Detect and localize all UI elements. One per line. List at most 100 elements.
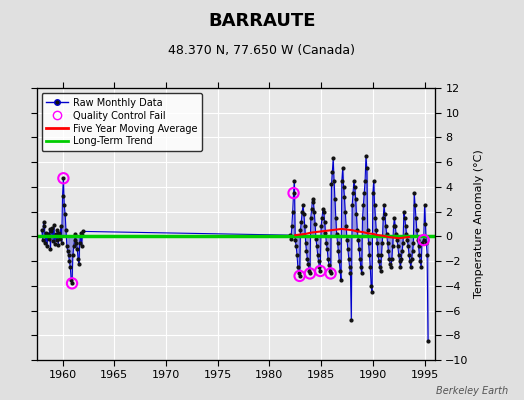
Point [381, 223, 390, 230]
Point [58, 239, 66, 246]
Point [293, 264, 302, 270]
Point [294, 270, 303, 277]
Point [352, 196, 360, 202]
Point [328, 181, 336, 188]
Point [308, 196, 316, 202]
Point [287, 236, 295, 242]
Point [330, 178, 339, 184]
Point [371, 215, 379, 221]
Point [411, 202, 419, 209]
Point [374, 252, 382, 258]
Point [359, 202, 367, 209]
Point [367, 283, 375, 289]
Point [399, 239, 407, 246]
Point [408, 248, 417, 254]
Point [392, 231, 400, 237]
Point [366, 264, 375, 270]
Point [347, 317, 355, 324]
Point [422, 239, 431, 246]
Point [291, 237, 300, 243]
Point [420, 237, 428, 243]
Point [75, 260, 83, 267]
Point [401, 223, 410, 230]
Point [410, 190, 419, 196]
Point [325, 262, 333, 268]
Point [72, 239, 81, 246]
Point [292, 243, 300, 250]
Point [325, 268, 334, 274]
Point [296, 273, 304, 279]
Point [335, 258, 343, 264]
Point [412, 215, 420, 221]
Point [412, 227, 421, 233]
Point [57, 223, 65, 230]
Point [417, 264, 425, 270]
Text: Berkeley Earth: Berkeley Earth [436, 386, 508, 396]
Point [45, 236, 53, 242]
Point [51, 240, 59, 247]
Point [372, 227, 380, 233]
Point [415, 252, 423, 258]
Point [356, 256, 364, 262]
Point [46, 226, 54, 232]
Point [320, 218, 329, 225]
Point [49, 238, 57, 244]
Point [326, 270, 335, 277]
Point [391, 223, 399, 230]
Point [318, 215, 326, 221]
Point [388, 243, 397, 250]
Point [381, 211, 389, 217]
Point [384, 239, 392, 246]
Point [337, 276, 345, 283]
Point [345, 256, 353, 262]
Point [316, 268, 324, 274]
Point [38, 227, 46, 233]
Point [62, 227, 70, 233]
Point [305, 270, 314, 277]
Point [361, 178, 369, 184]
Point [50, 222, 58, 228]
Point [403, 237, 411, 243]
Point [342, 223, 351, 230]
Point [331, 196, 339, 202]
Point [70, 237, 79, 243]
Point [376, 268, 385, 274]
Point [358, 215, 367, 221]
Point [289, 208, 297, 215]
Point [63, 248, 72, 254]
Point [320, 208, 328, 215]
Point [384, 248, 392, 254]
Point [321, 230, 330, 236]
Point [77, 230, 85, 236]
Point [333, 239, 342, 246]
Text: 48.370 N, 77.650 W (Canada): 48.370 N, 77.650 W (Canada) [169, 44, 355, 57]
Point [290, 178, 299, 184]
Point [300, 211, 308, 217]
Point [400, 215, 409, 221]
Point [376, 264, 384, 270]
Point [363, 165, 371, 172]
Point [332, 231, 341, 237]
Point [340, 184, 348, 190]
Point [296, 273, 304, 279]
Point [52, 237, 61, 243]
Point [46, 246, 54, 252]
Point [41, 239, 49, 246]
Point [304, 260, 312, 267]
Point [379, 215, 387, 221]
Point [396, 258, 404, 264]
Point [48, 224, 57, 231]
Point [296, 227, 304, 233]
Point [322, 239, 331, 246]
Point [349, 190, 357, 196]
Point [61, 211, 69, 217]
Point [396, 264, 405, 270]
Point [364, 239, 373, 246]
Point [313, 252, 322, 258]
Point [341, 208, 350, 215]
Point [66, 264, 74, 270]
Point [345, 264, 354, 270]
Point [369, 190, 377, 196]
Point [375, 258, 383, 264]
Point [319, 206, 327, 212]
